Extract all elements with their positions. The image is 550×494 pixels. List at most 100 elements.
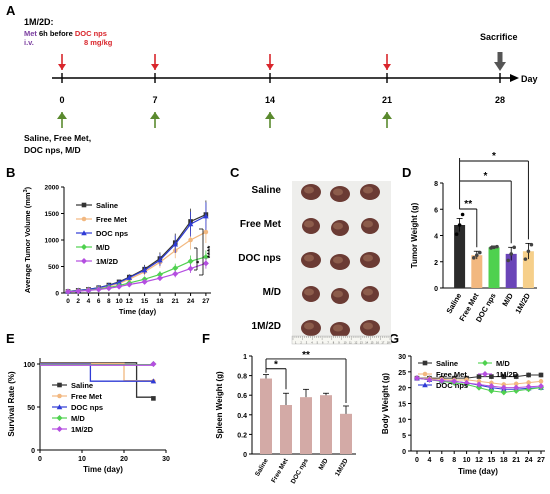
significance-label: ** <box>302 350 310 361</box>
groups-line-2: DOC nps, M/D <box>24 145 81 155</box>
data-point <box>95 286 102 293</box>
data-point <box>126 274 133 280</box>
x-tick-label: 1M/2D <box>334 457 350 477</box>
x-tick-label: 21 <box>172 298 180 305</box>
legend-label: M/D <box>71 414 85 423</box>
data-point <box>202 260 209 267</box>
legend-label: M/D <box>496 359 510 368</box>
x-tick-label: 4 <box>427 457 431 464</box>
timeline-axis-label: Day <box>521 74 538 84</box>
y-tick-label: 0 <box>55 291 59 298</box>
x-tick-label: Saline <box>254 457 270 477</box>
legend-label: Saline <box>436 359 458 368</box>
x-tick-label: 10 <box>78 456 86 463</box>
x-tick-label: 2 <box>76 298 80 305</box>
dosing-arrow <box>57 112 67 128</box>
panel-label-a: A <box>6 3 16 18</box>
data-point <box>500 389 507 396</box>
photo-row-label: 1M/2D <box>252 321 281 332</box>
ruler-number: 6 <box>322 341 324 345</box>
data-point <box>526 380 531 385</box>
ruler-number: 12 <box>354 341 357 345</box>
x-tick-label: 27 <box>202 298 210 305</box>
x-tick-label: 6 <box>97 298 101 305</box>
x-tick-label: 6 <box>440 457 444 464</box>
panel-label-g: G <box>389 331 399 346</box>
groups-line-1: Saline, Free Met, <box>24 133 91 143</box>
y-tick-label: 25 <box>398 370 406 377</box>
dosing-arrow-head <box>382 112 392 119</box>
legend-marker <box>56 404 63 410</box>
panel-label-b: B <box>6 165 15 180</box>
tumor-highlight <box>363 322 373 330</box>
bar <box>300 397 312 454</box>
data-point <box>202 253 209 260</box>
data-point <box>438 377 445 384</box>
y-axis-label: Body Weight (g) <box>381 373 390 435</box>
data-point <box>116 279 122 285</box>
bar <box>471 255 483 288</box>
y-tick-label: 0 <box>402 449 406 456</box>
data-point <box>116 283 123 290</box>
photo-row-label: M/D <box>263 287 281 298</box>
data-point <box>476 381 482 388</box>
photo-row-label: Free Met <box>240 219 282 230</box>
photo-row-label: Saline <box>252 185 282 196</box>
data-point <box>464 377 469 383</box>
ruler-number: 4 <box>311 341 313 345</box>
x-tick-label: 18 <box>156 298 164 305</box>
injection-arrow <box>266 54 274 70</box>
y-tick-label: 0.6 <box>237 393 247 400</box>
x-tick-label: 24 <box>187 298 195 305</box>
y-tick-label: 2000 <box>45 185 60 192</box>
y-axis-label-end: ) <box>23 186 32 189</box>
data-point <box>538 383 544 390</box>
tumor-highlight <box>333 222 343 230</box>
ruler-number: 8 <box>333 341 335 345</box>
ruler-number: 15 <box>371 341 374 345</box>
legend-marker <box>81 202 87 208</box>
data-point <box>538 379 544 384</box>
x-tick-label: 4 <box>87 298 91 305</box>
panel-label-d: D <box>402 165 411 180</box>
injection-arrow <box>151 54 159 70</box>
injection-arrow-head <box>58 64 66 70</box>
legend-label: M/D <box>96 243 110 252</box>
significance-label: * <box>274 360 278 371</box>
timeline-day-0: 0 <box>59 95 64 105</box>
data-point <box>156 275 163 282</box>
data-point <box>172 241 179 247</box>
bar <box>522 251 534 288</box>
legend-label: 1M/2D <box>496 370 519 379</box>
data-point <box>460 212 465 217</box>
legend-marker <box>56 415 63 421</box>
ruler-number: 16 <box>376 341 379 345</box>
tumor-highlight <box>363 254 373 262</box>
legend-marker <box>482 360 488 366</box>
x-tick-label: 8 <box>107 298 111 305</box>
data-point <box>538 372 544 378</box>
dosing-arrow <box>150 112 160 128</box>
x-tick-label: 27 <box>537 457 545 464</box>
panel-label-c: C <box>230 165 240 180</box>
before-label: 6h before <box>39 29 75 38</box>
data-point <box>526 372 531 378</box>
doc-label: DOC nps <box>75 29 107 38</box>
injection-arrow <box>383 54 391 70</box>
data-point <box>513 374 519 379</box>
data-point <box>501 382 507 387</box>
x-axis-label: Time (day) <box>119 307 157 316</box>
legend-marker <box>422 360 428 366</box>
x-axis-label: Time (day) <box>83 465 123 474</box>
ruler-number: 7 <box>327 341 329 345</box>
sacrifice-arrow-shaft <box>497 52 503 62</box>
tumor-highlight <box>304 220 314 228</box>
x-tick-label: 18 <box>500 457 508 464</box>
data-point <box>188 237 193 243</box>
significance-label: ** <box>464 199 472 210</box>
y-tick-label: 0 <box>243 452 247 459</box>
dosing-arrow <box>265 112 275 128</box>
data-point <box>472 256 476 260</box>
data-point <box>526 249 531 254</box>
